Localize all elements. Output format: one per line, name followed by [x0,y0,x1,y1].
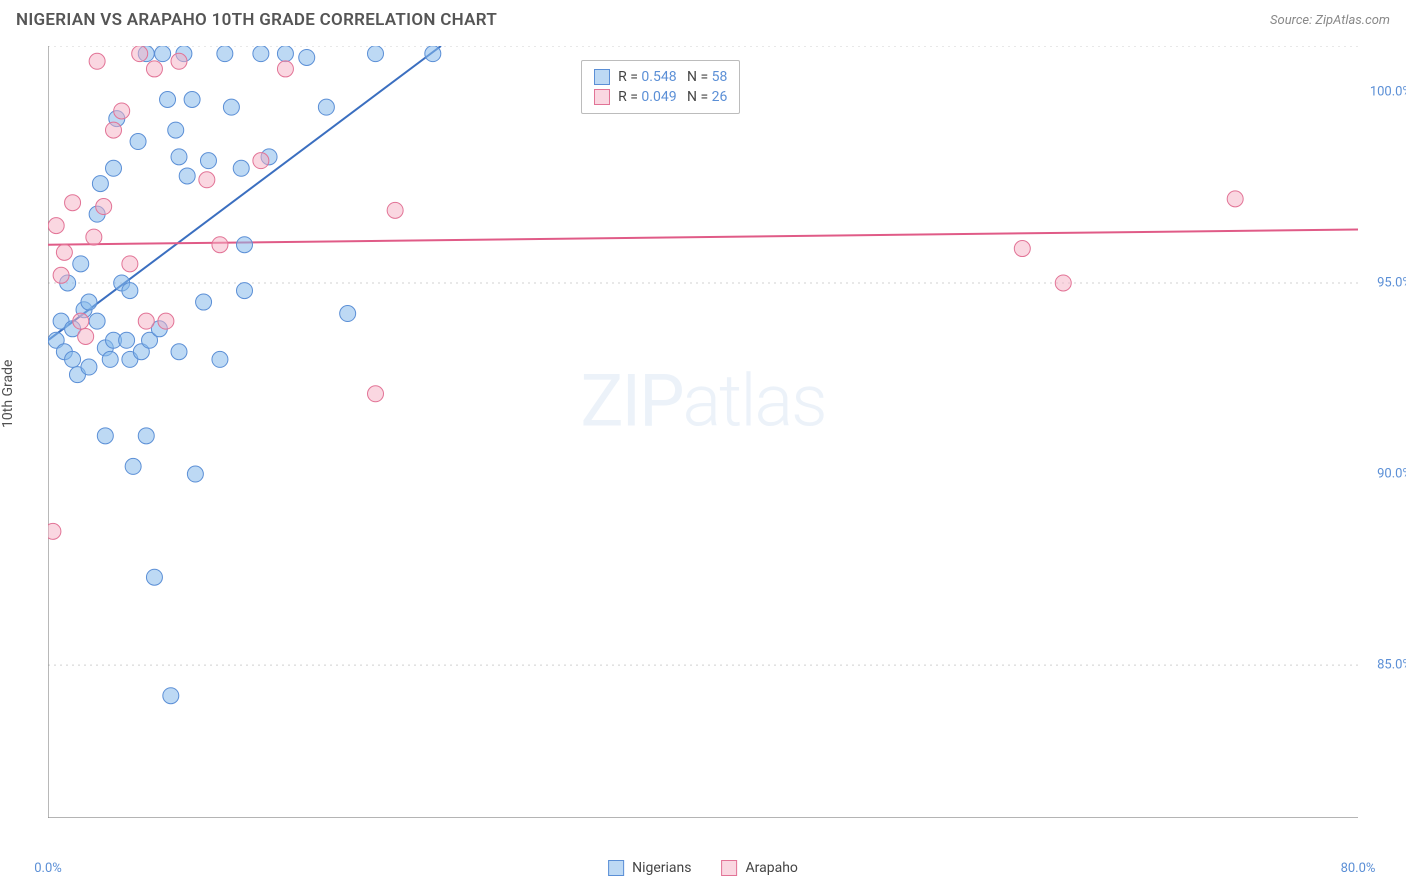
legend-text: R = 0.049 N = 26 [618,89,727,105]
chart-area: ZIPatlas R = 0.548 N = 58R = 0.049 N = 2… [48,46,1358,818]
legend-swatch [722,860,738,876]
x-tick-label: 0.0% [34,861,62,876]
chart-source: Source: ZipAtlas.com [1270,13,1390,28]
y-tick-label: 95.0% [1377,275,1406,290]
legend-label: Arapaho [746,860,798,876]
y-tick-label: 100.0% [1370,84,1406,99]
chart-header: NIGERIAN VS ARAPAHO 10TH GRADE CORRELATI… [0,0,1406,36]
correlation-legend: R = 0.548 N = 58 R = 0.049 N = 26 [581,60,740,114]
legend-row: R = 0.548 N = 58 [594,67,727,87]
legend-row: R = 0.049 N = 26 [594,87,727,107]
y-tick-label: 90.0% [1377,467,1406,482]
legend-swatch [594,69,610,85]
y-axis-title: 10th Grade [0,360,16,428]
legend-label: Nigerians [632,860,691,876]
series-legend: Nigerians Arapaho [608,860,798,876]
legend-item: Nigerians [608,860,691,876]
chart-title: NIGERIAN VS ARAPAHO 10TH GRADE CORRELATI… [16,10,497,30]
legend-swatch [608,860,624,876]
scatter-plot [48,46,1358,818]
x-tick-label: 80.0% [1341,861,1376,876]
y-tick-label: 85.0% [1377,658,1406,673]
legend-item: Arapaho [722,860,798,876]
legend-text: R = 0.548 N = 58 [618,69,727,85]
legend-swatch [594,89,610,105]
